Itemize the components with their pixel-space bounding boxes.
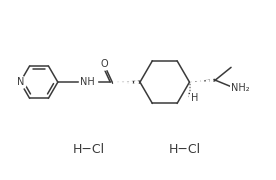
Text: NH: NH bbox=[80, 77, 95, 87]
Text: H−Cl: H−Cl bbox=[168, 143, 201, 156]
Polygon shape bbox=[110, 80, 140, 84]
Text: H: H bbox=[191, 93, 198, 103]
Polygon shape bbox=[190, 79, 215, 82]
Text: H−Cl: H−Cl bbox=[72, 143, 105, 156]
Text: O: O bbox=[100, 59, 108, 69]
Text: NH₂: NH₂ bbox=[231, 83, 249, 93]
Text: N: N bbox=[17, 77, 24, 87]
